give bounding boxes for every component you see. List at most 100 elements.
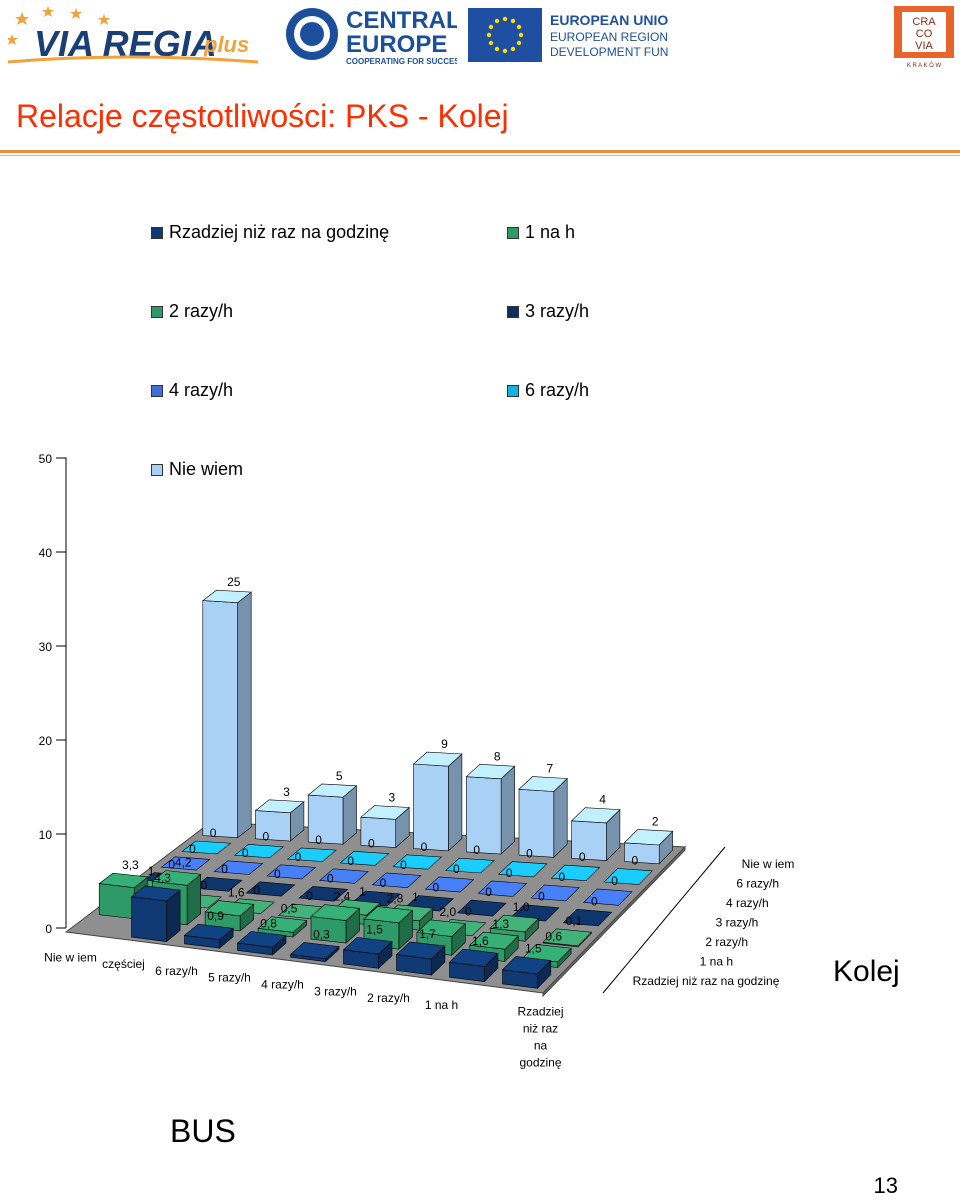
bar-top [469,931,519,950]
bar-side [504,935,519,963]
bar-top [509,904,560,922]
data-label: 1,7 [419,927,436,941]
data-label: 7 [547,762,554,776]
chart-floor-edge [542,845,686,998]
bar-side [395,806,410,849]
data-label: 0,5 [281,902,298,916]
bar-side [537,959,552,990]
data-label: 0 [306,889,313,903]
legend-swatch [507,305,519,318]
depth-axis-line [602,846,726,994]
bar-side [289,801,305,842]
bar-top [236,931,287,948]
bar-side [292,919,307,938]
data-label: 0 [189,842,196,856]
cracovia-sub: K R A K Ó W [907,62,942,69]
bar-side [418,907,434,931]
bar-top [181,840,232,855]
data-label: 3,3 [122,858,139,872]
bar-front [202,600,238,839]
data-label: 0 [473,843,480,857]
bar-front [542,941,579,948]
data-label: 0 [210,826,217,840]
bar-top [412,751,463,767]
bar-top [424,876,475,893]
bar-top [542,928,593,947]
bar-top [360,805,410,820]
bar-front [151,880,188,926]
bar-side [553,777,568,859]
data-label: 4 [599,793,606,807]
bar-side [606,808,621,862]
data-label: 0 [253,884,260,898]
bar-top [257,916,308,933]
bar-top [139,872,190,887]
data-label: 0 [263,829,270,843]
y-series-label: 4 razy/h [726,896,769,910]
bar-top [192,876,243,892]
bar-front [307,794,344,845]
bar-top [404,895,454,912]
bar-top [298,886,349,902]
x-category-label: 2 razy/h [367,991,410,1005]
bar-side [484,952,499,983]
bar-front [119,889,156,903]
data-label: 0 [368,836,375,850]
legend-item: 6 razy/h [507,380,589,401]
y-series-label: 3 razy/h [716,916,759,930]
data-label: 0 [347,854,354,868]
eu-stars-icon [486,16,524,54]
bar-front [257,927,294,938]
bus-axis-label: BUS [170,1113,236,1149]
bar-front [98,883,135,920]
x-category-line: częściej [102,957,145,971]
data-label: 0,9 [207,909,224,923]
kolej-axis-label: Kolej [833,955,900,988]
x-category-line: niż raz [523,1022,558,1036]
x-category-label: Rzadziej niż raz na godzinę [517,1005,563,1070]
bar-front [204,911,241,932]
x-category-line: 4 razy/h [261,978,304,992]
data-label: 0 [315,833,322,847]
bar-top [448,948,499,967]
eu-line2: EUROPEAN REGIONAL [550,30,668,44]
bar-top [254,799,305,814]
x-category-line: godzinę [519,1056,561,1070]
legend-swatch [507,226,519,239]
bar-top [130,885,181,902]
data-label: 1 [148,864,155,878]
bar-top [319,868,369,884]
data-label: 0 [526,847,533,861]
data-label: 25 [227,575,241,589]
bar-top [465,763,516,780]
bar-front [449,961,485,982]
data-label: 0,8 [260,916,277,930]
y-series-label: Rzadziej niż raz na godzinę [633,974,780,988]
bar-side [345,907,360,944]
bar-front [310,916,347,944]
bar-front [416,932,453,956]
legend-label: 6 razy/h [525,380,590,400]
bar-top [286,847,337,862]
bar-front [343,949,379,969]
bar-top [562,908,613,927]
bar-top [489,914,540,933]
bar-top [530,884,580,902]
bar-top [183,923,234,941]
x-category-label: Nie w iem [44,950,97,964]
bar-side [577,931,592,948]
bar-front [522,957,559,968]
data-label: 0 [579,850,586,864]
bar-side [431,945,446,976]
x-category-line: 6 razy/h [155,964,198,978]
data-label: 0 [221,862,228,876]
bar-top [151,870,202,886]
bar-top [330,899,381,916]
legend-item: 2 razy/h [151,301,233,322]
legend-swatch [507,384,519,397]
x-category-label: 5 razy/h [208,971,251,985]
bar-front [489,927,526,942]
cracovia-logo: CRA CO VIA K R A K Ó W [892,4,956,70]
bar-front [290,954,326,962]
bar-front [465,776,502,855]
